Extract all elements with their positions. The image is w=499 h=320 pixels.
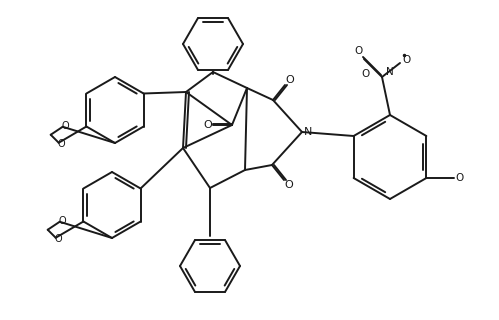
Text: O: O	[204, 120, 213, 130]
Text: O: O	[59, 216, 66, 226]
Text: O: O	[55, 234, 62, 244]
Text: O: O	[285, 75, 294, 85]
Text: O: O	[62, 121, 69, 131]
Text: O: O	[355, 46, 363, 56]
Text: N: N	[386, 67, 394, 77]
Text: O: O	[58, 139, 65, 149]
Text: O: O	[284, 180, 293, 190]
Text: O: O	[403, 55, 411, 65]
Text: N: N	[304, 127, 312, 137]
Text: O: O	[362, 69, 370, 79]
Text: O: O	[455, 173, 464, 183]
